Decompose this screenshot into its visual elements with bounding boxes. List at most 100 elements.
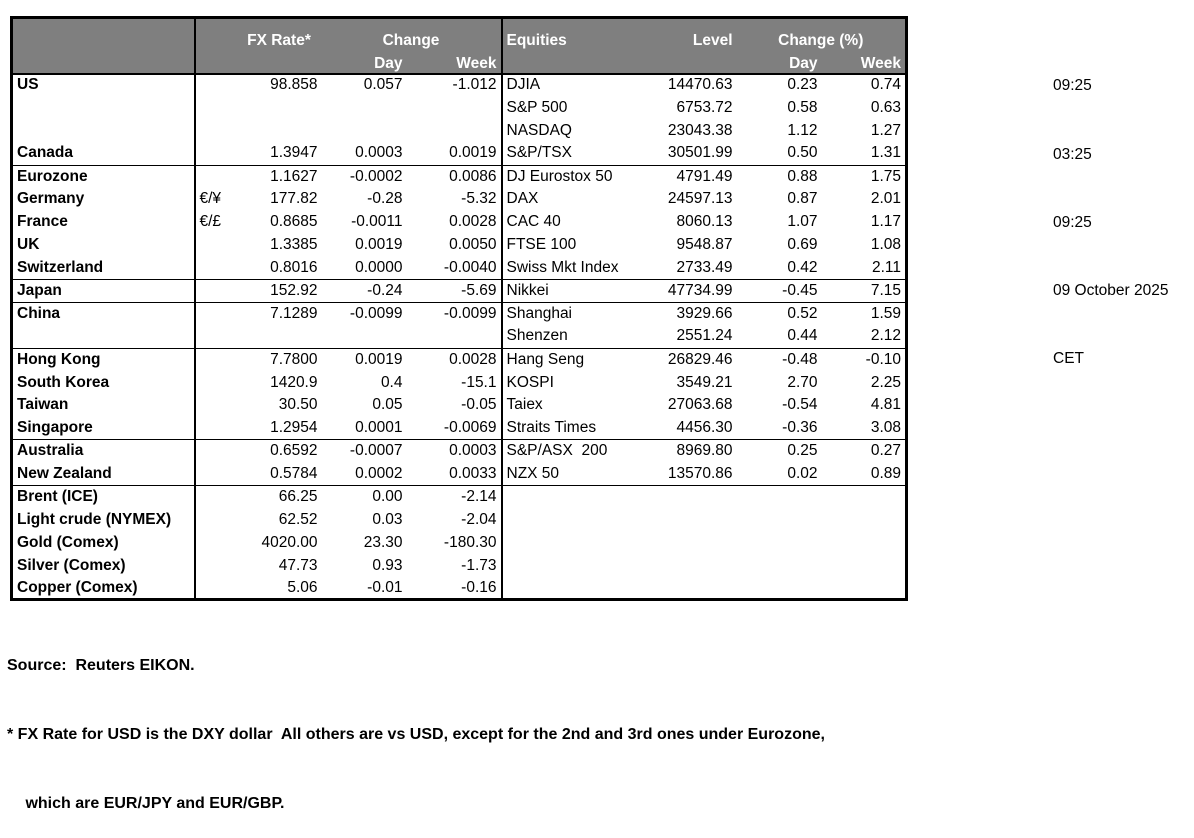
currency-pair-label (195, 74, 237, 97)
fx-rate-value: 4020.00 (261, 533, 318, 551)
equity-level-value: 4456.30 (641, 416, 737, 441)
equity-label: S&P/TSX (500, 142, 642, 166)
table-row: New Zealand 0.5784 0.0002 0.0033 NZX 50 13570… (11, 462, 907, 487)
currency-pair-label (195, 119, 237, 142)
fx-rate-footnote-continued: which are EUR/JPY and EUR/GBP. (21, 795, 285, 812)
equity-week-change-value: 1.27 (870, 121, 901, 139)
currency-pair-label (194, 416, 237, 441)
row-label: France (11, 210, 196, 234)
equity-day-change-value: 1.12 (787, 121, 818, 139)
row-label: Silver (Comex) (11, 554, 196, 578)
table-row: Japan 152.92 -0.24 -5.69 Nikkei 47734.99 -0.45… (11, 279, 907, 303)
row-label: Brent (ICE) (11, 485, 196, 509)
column-header-equities: Equities (500, 17, 642, 50)
fx-day-change-value: 0.0003 (321, 142, 407, 166)
equity-week-change-value: 1.08 (870, 236, 901, 254)
equity-week-change-value: 2.25 (870, 373, 901, 391)
table-row: Switzerland 0.8016 0.0000 -0.0040 Swiss Mkt … (11, 256, 907, 281)
column-header-fx-rate: FX Rate* (236, 17, 322, 50)
fx-week-change-value: 0.0033 (406, 462, 502, 487)
row-label: Germany (11, 187, 196, 211)
fx-week-change-value: -0.05 (461, 396, 497, 414)
equity-day-change-value: 1.07 (787, 213, 818, 231)
equity-day-change-value: -0.45 (736, 279, 822, 303)
equity-label: DJ Eurostox 50 (500, 165, 642, 188)
fx-week-change-value: 0.0019 (406, 142, 502, 166)
fx-rate-value: 47.73 (278, 556, 318, 574)
equity-week-change-value: -0.10 (865, 350, 901, 368)
fx-day-change-value (322, 119, 407, 142)
fx-week-change-value: 0.0050 (449, 236, 497, 254)
row-label: Copper (Comex) (11, 577, 196, 600)
fx-rate-value: 5.06 (287, 578, 318, 596)
equity-label: Hang Seng (500, 348, 642, 372)
fx-week-change-value: -0.0040 (406, 256, 502, 281)
equity-week-change-value (822, 577, 907, 600)
row-label: Hong Kong (11, 348, 196, 372)
equity-level-value: 6753.72 (676, 98, 733, 116)
table-row: France €/£ 0.8685 -0.0011 0.0028 CAC 40 8060.1… (11, 210, 907, 234)
market-table-body: US 98.858 0.057 -1.012 DJIA 14470.63 0.23 0.74 S… (11, 73, 907, 600)
equity-level-value: 9548.87 (676, 236, 733, 254)
fx-week-change-value: 0.0086 (449, 167, 497, 185)
column-header-fx-day: Day (321, 49, 407, 75)
fx-week-change-value (406, 325, 502, 349)
table-row: UK 1.3385 0.0019 0.0050 FTSE 100 9548.87 0.69 1… (11, 233, 907, 257)
equity-week-change-value: 0.74 (870, 76, 901, 94)
currency-pair-label (194, 256, 237, 281)
fx-rate-value (237, 96, 322, 119)
currency-pair-label (194, 279, 237, 303)
currency-pair-label (195, 165, 237, 188)
equity-label (500, 554, 642, 578)
fx-day-change-value: 0.05 (372, 396, 403, 414)
equity-day-change-value: -0.48 (782, 350, 818, 368)
row-label (11, 325, 196, 349)
fx-rate-value: 0.6592 (270, 442, 318, 460)
equity-label: FTSE 100 (500, 233, 642, 257)
equity-day-change-value: 0.02 (736, 462, 822, 487)
currency-pair-label (195, 394, 237, 417)
row-label: Gold (Comex) (11, 531, 196, 555)
fx-rate-footnote: * FX Rate for USD is the DXY dollar All … (7, 726, 825, 743)
equity-week-change-value: 2.01 (870, 190, 901, 208)
table-row: S&P 500 6753.72 0.58 0.63 (11, 96, 907, 120)
fx-week-change-value: 0.0028 (449, 350, 497, 368)
row-label: Switzerland (11, 256, 196, 281)
equity-level-value: 2551.24 (641, 325, 737, 349)
equity-level-value (642, 554, 737, 577)
table-row: South Korea 1420.9 0.4 -15.1 KOSPI 3549.21 2.7… (11, 371, 907, 394)
equity-week-change-value: 7.15 (821, 279, 907, 303)
equity-week-change-value: 0.63 (870, 98, 901, 116)
row-label (11, 119, 196, 143)
fx-week-change-value (407, 119, 502, 142)
header-blank (500, 49, 642, 75)
currency-pair-label (195, 577, 237, 600)
fx-day-change-value: 0.0019 (355, 350, 403, 368)
row-label: Singapore (11, 416, 196, 441)
equity-day-change-value: 0.50 (736, 142, 822, 166)
header-blank (194, 49, 237, 75)
equity-week-change-value: 3.08 (821, 416, 907, 441)
fx-week-change-value: -2.14 (461, 488, 497, 506)
equity-label: Straits Times (500, 416, 642, 441)
equity-week-change-value (822, 531, 907, 554)
equity-day-change-value: -0.54 (782, 396, 818, 414)
currency-pair-label (195, 508, 237, 531)
fx-day-change-value: 0.03 (372, 510, 403, 528)
currency-pair-label (194, 325, 237, 349)
equity-label: Taiex (500, 393, 642, 417)
equity-level-value: 27063.68 (667, 396, 733, 414)
fx-rate-value: 7.7800 (270, 350, 318, 368)
equity-week-change-value: 1.59 (870, 305, 901, 323)
equity-label: Shanghai (500, 302, 642, 326)
equity-day-change-value (737, 531, 822, 554)
table-row: Australia 0.6592 -0.0007 0.0003 S&P/ASX 200 8… (11, 439, 907, 463)
row-label: South Korea (11, 371, 196, 394)
currency-pair-label (195, 348, 237, 371)
fx-rate-value: 1.1627 (270, 167, 318, 185)
equity-level-value: 2733.49 (641, 256, 737, 281)
fx-rate-value: 152.92 (236, 279, 322, 303)
equity-week-change-value: 4.81 (870, 396, 901, 414)
fx-day-change-value (321, 325, 407, 349)
equity-week-change-value: 1.17 (870, 213, 901, 231)
